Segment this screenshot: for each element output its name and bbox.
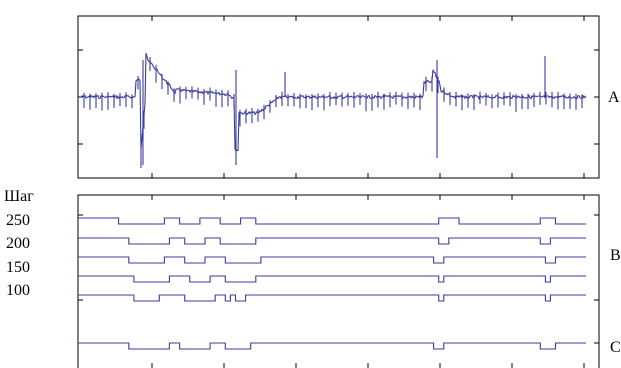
y-tick-label: 100 — [6, 282, 30, 299]
step-series-1 — [78, 217, 586, 225]
panel-a-ticks — [78, 16, 599, 178]
y-tick-label: 150 — [6, 259, 30, 276]
y-tick-label: 250 — [6, 212, 30, 229]
step-series-3 — [78, 256, 586, 264]
y-axis-title: Шаг — [4, 188, 34, 205]
step-series-6 — [78, 342, 586, 350]
step-series-group — [78, 217, 586, 350]
y-tick-label: 200 — [6, 235, 30, 252]
step-series-4 — [78, 275, 586, 283]
panel-b-frame — [77, 194, 600, 368]
panel-a-label: A — [608, 89, 620, 106]
step-series-5 — [78, 294, 586, 302]
signal-a-line — [79, 52, 587, 168]
step-series-2 — [78, 237, 586, 245]
panel-b-label: B — [610, 247, 621, 264]
panel-c-label: C — [610, 339, 621, 356]
